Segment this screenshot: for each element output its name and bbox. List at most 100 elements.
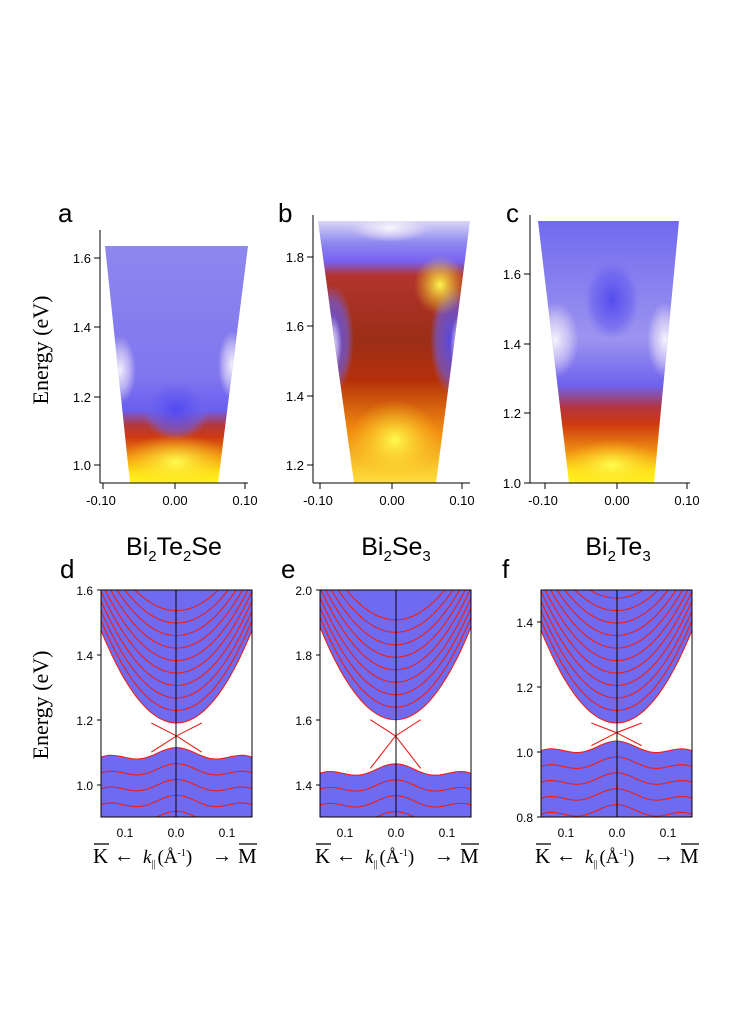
k-point-label-right: M [460,844,479,868]
panel-letter-e: e [281,554,295,584]
xtick-label: 0.1 [660,826,677,840]
ytick-label: 0.8 [516,811,533,825]
panel-e-xticks: 0.1 0.0 0.1 [337,826,456,840]
arrow-left: ← [556,845,576,867]
surface-state-line [395,735,422,769]
panel-letter-f: f [502,554,510,584]
ylabel-bottom: Energy (eV) [28,651,53,760]
ylabel-top: Energy (eV) [28,296,53,405]
ytick-label: 2.0 [295,584,312,598]
arrow-right: → [212,845,232,867]
ytick-label: 1.4 [286,389,304,404]
xtick-label: 0.1 [117,826,134,840]
surface-state-line [369,735,396,769]
arrow-left: ← [336,845,356,867]
panel-a-map [105,246,248,483]
xtick-label: -0.10 [86,493,116,508]
surface-state-line [616,732,642,747]
panel-a-yticks: 1.0 1.2 1.4 1.6 [73,251,100,473]
ytick-label: 1.4 [503,337,521,352]
panel-letter-c: c [506,198,519,228]
ytick-label: 1.2 [76,714,93,728]
ytick-label: 1.6 [286,319,304,334]
xtick-label: 0.10 [674,493,699,508]
valence-band-line [101,875,252,886]
xtick-label: 0.00 [379,493,404,508]
ytick-label: 1.0 [503,476,521,491]
arrow-right: → [654,845,674,867]
xtick-label: 0.1 [219,826,236,840]
panel-c-map [538,221,679,483]
surface-state-line [591,722,617,734]
material-label-bi2te3: Bi2Te3 [585,533,650,565]
surface-state-line [151,722,177,737]
material-label-bi2te2se: Bi2Te2Se [126,533,222,565]
surface-state-line [395,719,421,737]
k-label: k|| (Å-1) [365,847,414,870]
k-point-label-left: K [93,844,108,868]
panel-f-yticks: 0.8 1.0 1.2 1.4 [516,616,541,825]
xtick-label: 0.1 [337,826,354,840]
panel-d-xticks: 0.1 0.0 0.1 [117,826,236,840]
k-axis-label-e: K ← k|| (Å-1) → M [315,843,479,870]
panel-letter-a: a [58,198,73,228]
k-point-label-right: M [680,844,699,868]
panel-d-yticks: 1.0 1.2 1.4 1.6 [76,584,101,793]
material-label-bi2se3: Bi2Se3 [361,533,431,565]
arrow-left: ← [114,845,134,867]
ytick-label: 1.6 [503,267,521,282]
ytick-label: 1.8 [286,250,304,265]
panel-a-xticks: -0.10 0.00 0.10 [86,483,258,508]
ytick-label: 1.2 [73,390,91,405]
ytick-label: 1.2 [503,406,521,421]
xtick-label: 0.10 [449,493,474,508]
xtick-label: 0.00 [162,493,187,508]
k-point-label-right: M [238,844,257,868]
surface-state-line [616,722,642,734]
k-label: k|| (Å-1) [585,847,634,870]
panel-c-axes [529,215,690,484]
panel-b-xticks: -0.10 0.00 0.10 [303,483,475,508]
xtick-label: 0.1 [558,826,575,840]
k-point-label-left: K [535,844,550,868]
xtick-label: -0.10 [303,493,333,508]
k-axis-label-d: K ← k|| (Å-1) → M [93,843,257,870]
k-label: k|| (Å-1) [143,847,192,870]
xtick-label: 0.1 [439,826,456,840]
panel-e-yticks: 1.4 1.6 1.8 2.0 [295,584,320,793]
panel-d-frame [100,589,253,818]
xtick-label: 0.10 [232,493,257,508]
ytick-label: 1.6 [73,251,91,266]
xtick-label: -0.10 [528,493,558,508]
xtick-label: 0.0 [168,826,185,840]
ytick-label: 1.2 [286,458,304,473]
ytick-label: 1.6 [76,584,93,598]
panel-a-axes [99,230,248,484]
k-axis-label-f: K ← k|| (Å-1) → M [535,843,699,870]
xtick-label: 0.00 [604,493,629,508]
panel-letter-d: d [60,554,74,584]
surface-state-line [176,735,202,753]
panel-b-map [318,221,470,483]
ytick-label: 1.4 [295,779,312,793]
ytick-label: 1.2 [516,681,533,695]
ytick-label: 1.0 [73,458,91,473]
xtick-label: 0.0 [388,826,405,840]
ytick-label: 1.6 [295,714,312,728]
surface-state-line [151,735,177,753]
ytick-label: 1.4 [516,616,533,630]
panel-letter-b: b [278,198,292,228]
arrow-right: → [434,845,454,867]
surface-state-line [370,719,396,737]
panel-b-yticks: 1.2 1.4 1.6 1.8 [286,250,313,473]
ytick-label: 1.0 [516,746,533,760]
surface-state-line [591,732,617,747]
ytick-label: 1.8 [295,649,312,663]
panel-c-yticks: 1.0 1.2 1.4 1.6 [503,267,530,491]
ytick-label: 1.4 [73,320,91,335]
panel-f-frame [540,589,693,818]
k-point-label-left: K [315,844,330,868]
surface-state-line [176,722,202,737]
panel-f-xticks: 0.1 0.0 0.1 [558,826,677,840]
